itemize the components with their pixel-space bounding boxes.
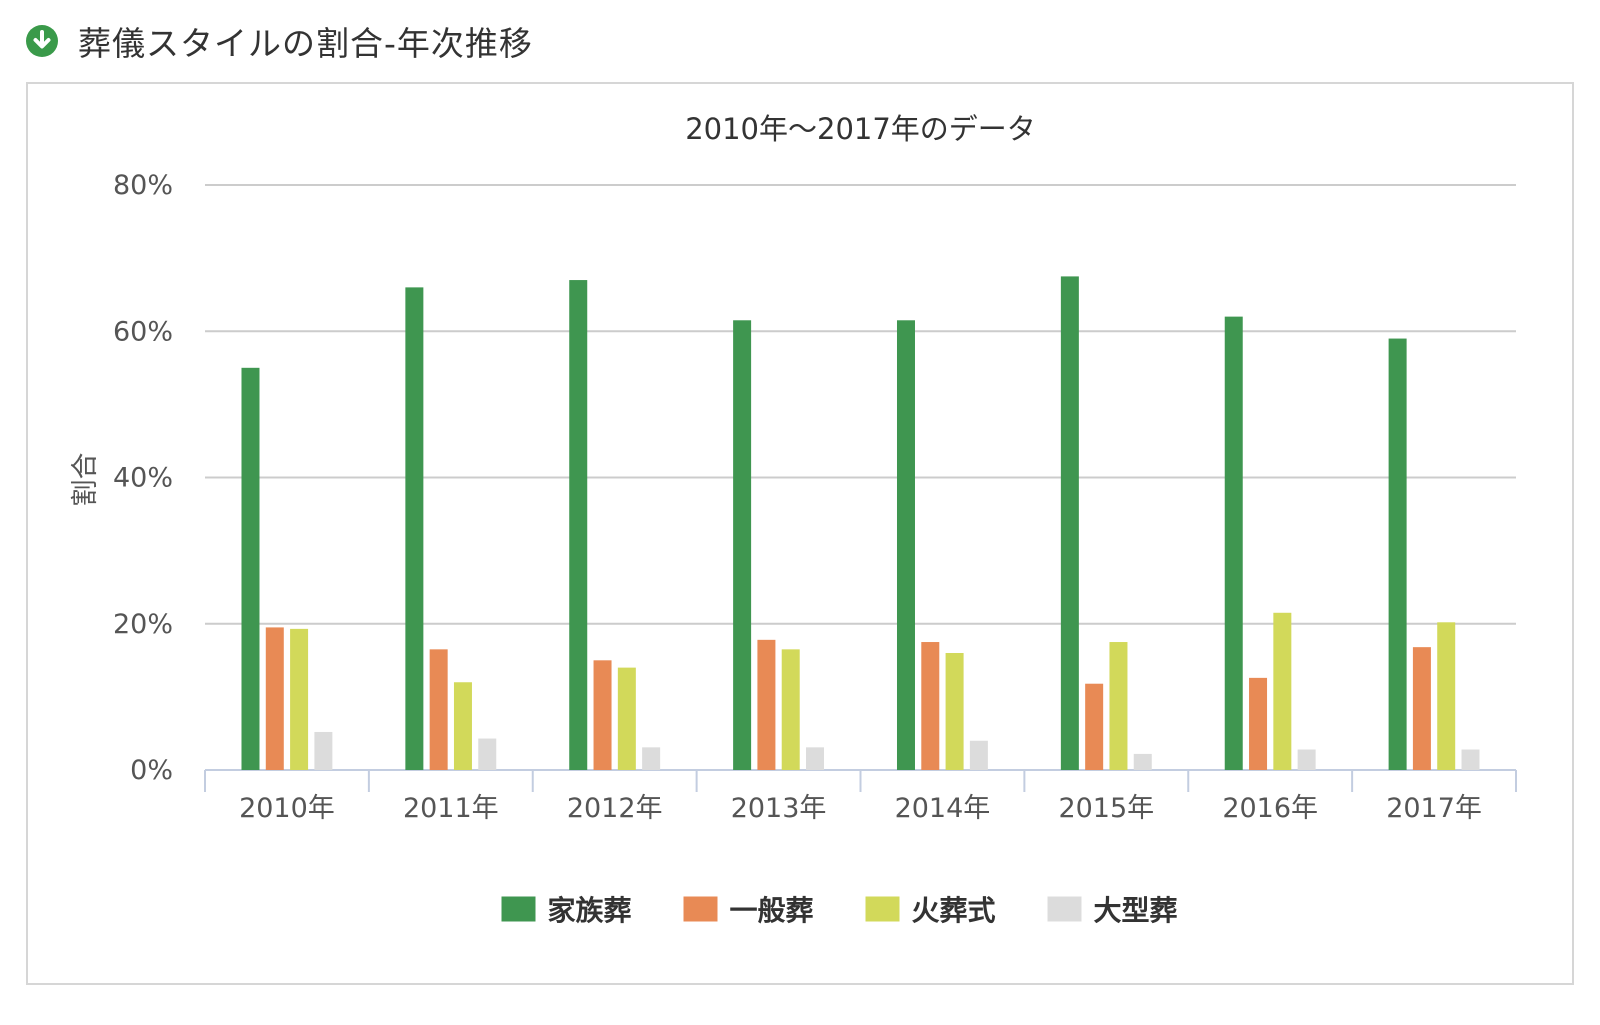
bar-4-7[interactable]	[1297, 749, 1316, 770]
x-tick-label: 2012年	[567, 793, 663, 824]
bar-1-5[interactable]	[896, 320, 915, 770]
bar-4-5[interactable]	[969, 740, 988, 770]
bar-chart: 2010年～2017年のデータ 0% 20% 40% 60% 80% 割合 2010年 2011…	[70, 112, 1517, 927]
y-axis-label: 割合	[70, 453, 101, 507]
bar-3-3[interactable]	[617, 667, 636, 770]
x-tick-label: 2015年	[1058, 793, 1154, 824]
x-tick-label: 2011年	[403, 793, 499, 824]
bar-3-5[interactable]	[945, 653, 964, 770]
chart-title: 2010年～2017年のデータ	[685, 112, 1036, 146]
x-tick-label: 2017年	[1386, 793, 1482, 824]
bar-3-7[interactable]	[1273, 612, 1292, 770]
x-tick-label: 2014年	[895, 793, 991, 824]
y-tick-label: 80%	[113, 170, 173, 201]
legend-label-4[interactable]: 大型葬	[1094, 894, 1178, 927]
bar-1-2[interactable]	[405, 287, 424, 770]
bar-1-3[interactable]	[569, 280, 588, 770]
bar-3-1[interactable]	[290, 628, 309, 770]
bar-2-3[interactable]	[593, 660, 612, 770]
bar-1-8[interactable]	[1388, 338, 1407, 770]
x-tick-label: 2016年	[1222, 793, 1318, 824]
legend-label-3[interactable]: 火葬式	[912, 894, 996, 927]
bar-4-8[interactable]	[1461, 749, 1480, 770]
bar-2-6[interactable]	[1085, 683, 1104, 770]
legend-swatch-4[interactable]	[1047, 896, 1082, 922]
bar-2-7[interactable]	[1249, 677, 1268, 770]
y-tick-label: 0%	[130, 755, 173, 786]
bar-1-4[interactable]	[733, 320, 752, 770]
bar-1-1[interactable]	[241, 367, 260, 770]
bar-1-6[interactable]	[1060, 276, 1079, 770]
legend-swatch-2[interactable]	[683, 896, 718, 922]
page-header: 葬儀スタイルの割合-年次推移	[26, 18, 533, 64]
legend-label-1[interactable]: 家族葬	[548, 894, 632, 927]
legend-swatch-3[interactable]	[865, 896, 900, 922]
bar-2-5[interactable]	[921, 642, 940, 770]
bar-4-1[interactable]	[314, 731, 333, 770]
download-arrow-icon[interactable]	[26, 25, 58, 57]
legend-swatch-1[interactable]	[501, 896, 536, 922]
bar-4-3[interactable]	[642, 747, 661, 770]
y-tick-label: 40%	[113, 463, 173, 494]
bar-4-4[interactable]	[806, 747, 825, 770]
y-tick-label: 20%	[113, 609, 173, 640]
bar-4-6[interactable]	[1133, 753, 1152, 770]
bar-3-8[interactable]	[1437, 622, 1456, 770]
bar-3-6[interactable]	[1109, 642, 1128, 770]
legend-label-2[interactable]: 一般葬	[730, 894, 814, 927]
bar-3-2[interactable]	[453, 682, 472, 770]
bar-2-1[interactable]	[265, 627, 284, 770]
bar-3-4[interactable]	[781, 649, 800, 770]
bar-2-2[interactable]	[429, 649, 448, 770]
page-title: 葬儀スタイルの割合-年次推移	[78, 24, 533, 63]
bar-2-8[interactable]	[1412, 647, 1431, 770]
chart-container: 2010年～2017年のデータ 0% 20% 40% 60% 80% 割合 2010年 2011…	[26, 82, 1574, 985]
x-tick-label: 2013年	[731, 793, 827, 824]
bar-1-7[interactable]	[1224, 316, 1243, 770]
x-tick-label: 2010年	[239, 793, 335, 824]
y-tick-label: 60%	[113, 316, 173, 347]
bar-4-2[interactable]	[478, 738, 497, 770]
bar-2-4[interactable]	[757, 639, 776, 770]
